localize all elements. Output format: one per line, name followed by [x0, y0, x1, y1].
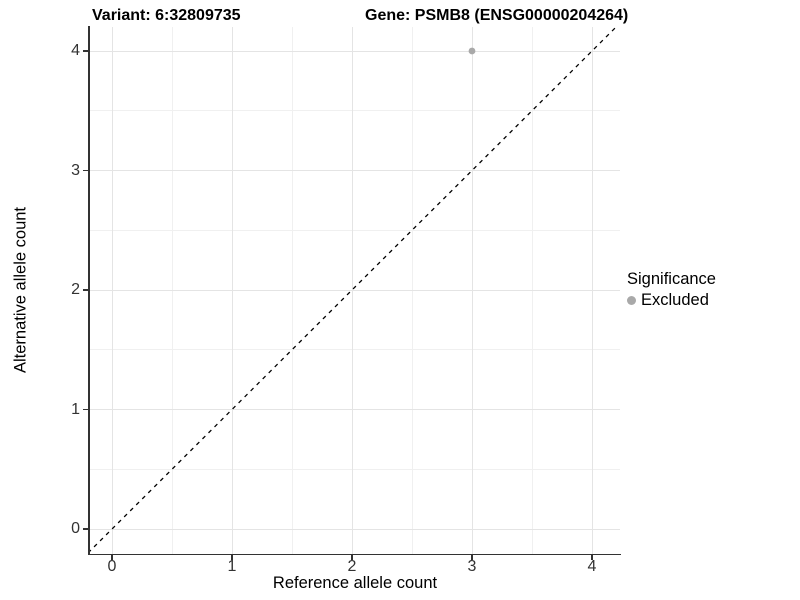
major-gridline-vertical: [591, 27, 593, 554]
major-gridline-vertical: [351, 27, 353, 554]
minor-gridline-vertical: [291, 27, 293, 554]
minor-gridline-horizontal: [90, 468, 620, 470]
major-gridline-horizontal: [90, 50, 620, 52]
major-gridline-horizontal: [90, 528, 620, 530]
y-tick-label: 2: [71, 281, 80, 298]
y-tick-mark: [83, 408, 88, 411]
y-tick-label: 3: [71, 161, 80, 179]
x-tick-label: 0: [107, 558, 117, 575]
y-tick-mark: [83, 169, 88, 172]
minor-gridline-vertical: [171, 27, 173, 554]
minor-gridline-vertical: [411, 27, 413, 554]
legend-title: Significance: [627, 270, 716, 288]
x-tick-label: 3: [467, 558, 477, 575]
x-tick-mark: [591, 555, 593, 560]
legend: Significance Excluded: [627, 270, 716, 310]
y-tick-label: 1: [71, 400, 80, 418]
x-tick-label: 4: [587, 558, 597, 575]
y-tick-label: 0: [71, 520, 80, 537]
plot-title-variant: Variant: 6:32809735: [92, 7, 241, 24]
minor-gridline-horizontal: [90, 229, 620, 231]
identity-dashed-line: [90, 27, 618, 552]
y-axis-title: Alternative allele count: [11, 206, 30, 374]
x-axis-title: Reference allele count: [272, 574, 438, 592]
major-gridline-vertical: [231, 27, 233, 554]
y-tick-mark: [83, 50, 88, 52]
minor-gridline-vertical: [531, 27, 533, 554]
major-gridline-vertical: [471, 27, 473, 554]
y-tick-mark: [83, 289, 88, 291]
x-tick-mark: [471, 555, 473, 560]
y-tick-label: 4: [71, 42, 80, 59]
minor-gridline-horizontal: [90, 110, 620, 112]
data-point: [468, 47, 476, 55]
major-gridline-vertical: [111, 27, 113, 554]
x-tick-mark: [111, 555, 113, 560]
excluded-point-icon: [627, 296, 636, 305]
minor-gridline-horizontal: [90, 349, 620, 351]
major-gridline-horizontal: [90, 289, 620, 291]
x-tick-label: 2: [347, 558, 357, 575]
x-tick-mark: [231, 555, 233, 560]
plot-title-gene: Gene: PSMB8 (ENSG00000204264): [365, 7, 629, 24]
y-tick-mark: [83, 528, 88, 530]
plot-canvas: [90, 27, 618, 552]
major-gridline-horizontal: [90, 170, 620, 171]
legend-entry-excluded: Excluded: [627, 291, 716, 310]
legend-entry-label: Excluded: [641, 291, 709, 309]
x-axis-line: [88, 553, 621, 556]
y-axis-line: [88, 26, 90, 555]
x-tick-mark: [351, 555, 353, 560]
x-tick-label: 1: [227, 558, 237, 575]
major-gridline-horizontal: [90, 409, 620, 410]
plot-panel: [90, 27, 620, 554]
